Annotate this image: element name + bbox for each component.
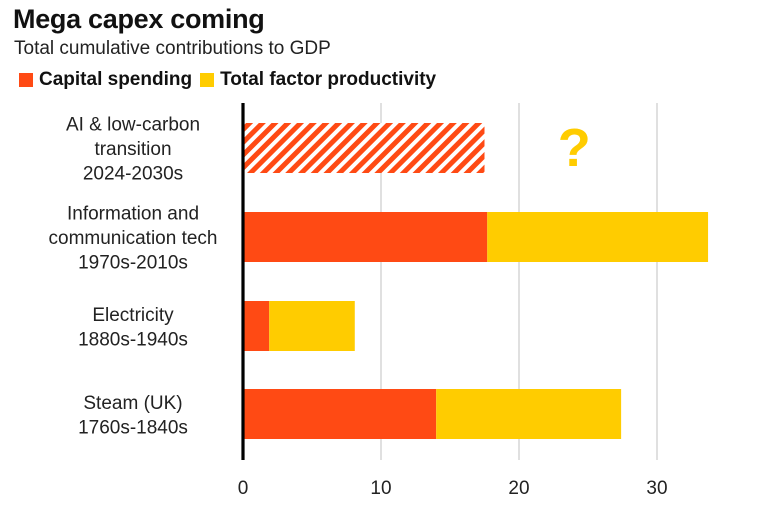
category-label: Information and xyxy=(67,204,199,225)
legend-item-total-factor-productivity: Total factor productivity xyxy=(200,69,436,91)
chart-title: Mega capex coming xyxy=(13,4,265,34)
category-label: 1970s-2010s xyxy=(78,253,188,274)
x-tick-label: 20 xyxy=(508,478,529,499)
legend-label-total-factor-productivity: Total factor productivity xyxy=(220,69,437,90)
bar-capital-spending-3 xyxy=(243,389,437,439)
legend: Capital spending Total factor productivi… xyxy=(19,69,444,91)
category-label: communication tech xyxy=(49,228,218,249)
bar-capital-spending-0 xyxy=(243,123,485,173)
category-label: Electricity xyxy=(92,305,174,326)
legend-swatch-total-factor-productivity xyxy=(200,73,215,87)
category-label: AI & low-carbon xyxy=(66,115,200,136)
legend-label-capital-spending: Capital spending xyxy=(39,69,193,90)
x-tick-label: 10 xyxy=(370,478,391,499)
category-label: transition xyxy=(94,139,171,160)
category-label: 1760s-1840s xyxy=(78,417,188,438)
category-label: 2024-2030s xyxy=(83,164,183,185)
bar-capital-spending-2 xyxy=(243,301,270,351)
legend-swatch-capital-spending xyxy=(19,73,33,87)
bar-total-factor-productivity-3 xyxy=(436,389,622,439)
bar-capital-spending-1 xyxy=(243,212,488,262)
x-tick-label: 0 xyxy=(238,478,249,499)
category-label: Steam (UK) xyxy=(83,393,182,414)
legend-item-capital-spending: Capital spending xyxy=(19,69,192,91)
x-tick-label: 30 xyxy=(646,478,667,499)
bar-total-factor-productivity-2 xyxy=(269,301,355,351)
annotation-question-mark: ? xyxy=(558,118,591,178)
category-label: 1880s-1940s xyxy=(78,329,188,350)
chart-subtitle: Total cumulative contributions to GDP xyxy=(14,38,331,59)
bar-total-factor-productivity-1 xyxy=(487,212,709,262)
